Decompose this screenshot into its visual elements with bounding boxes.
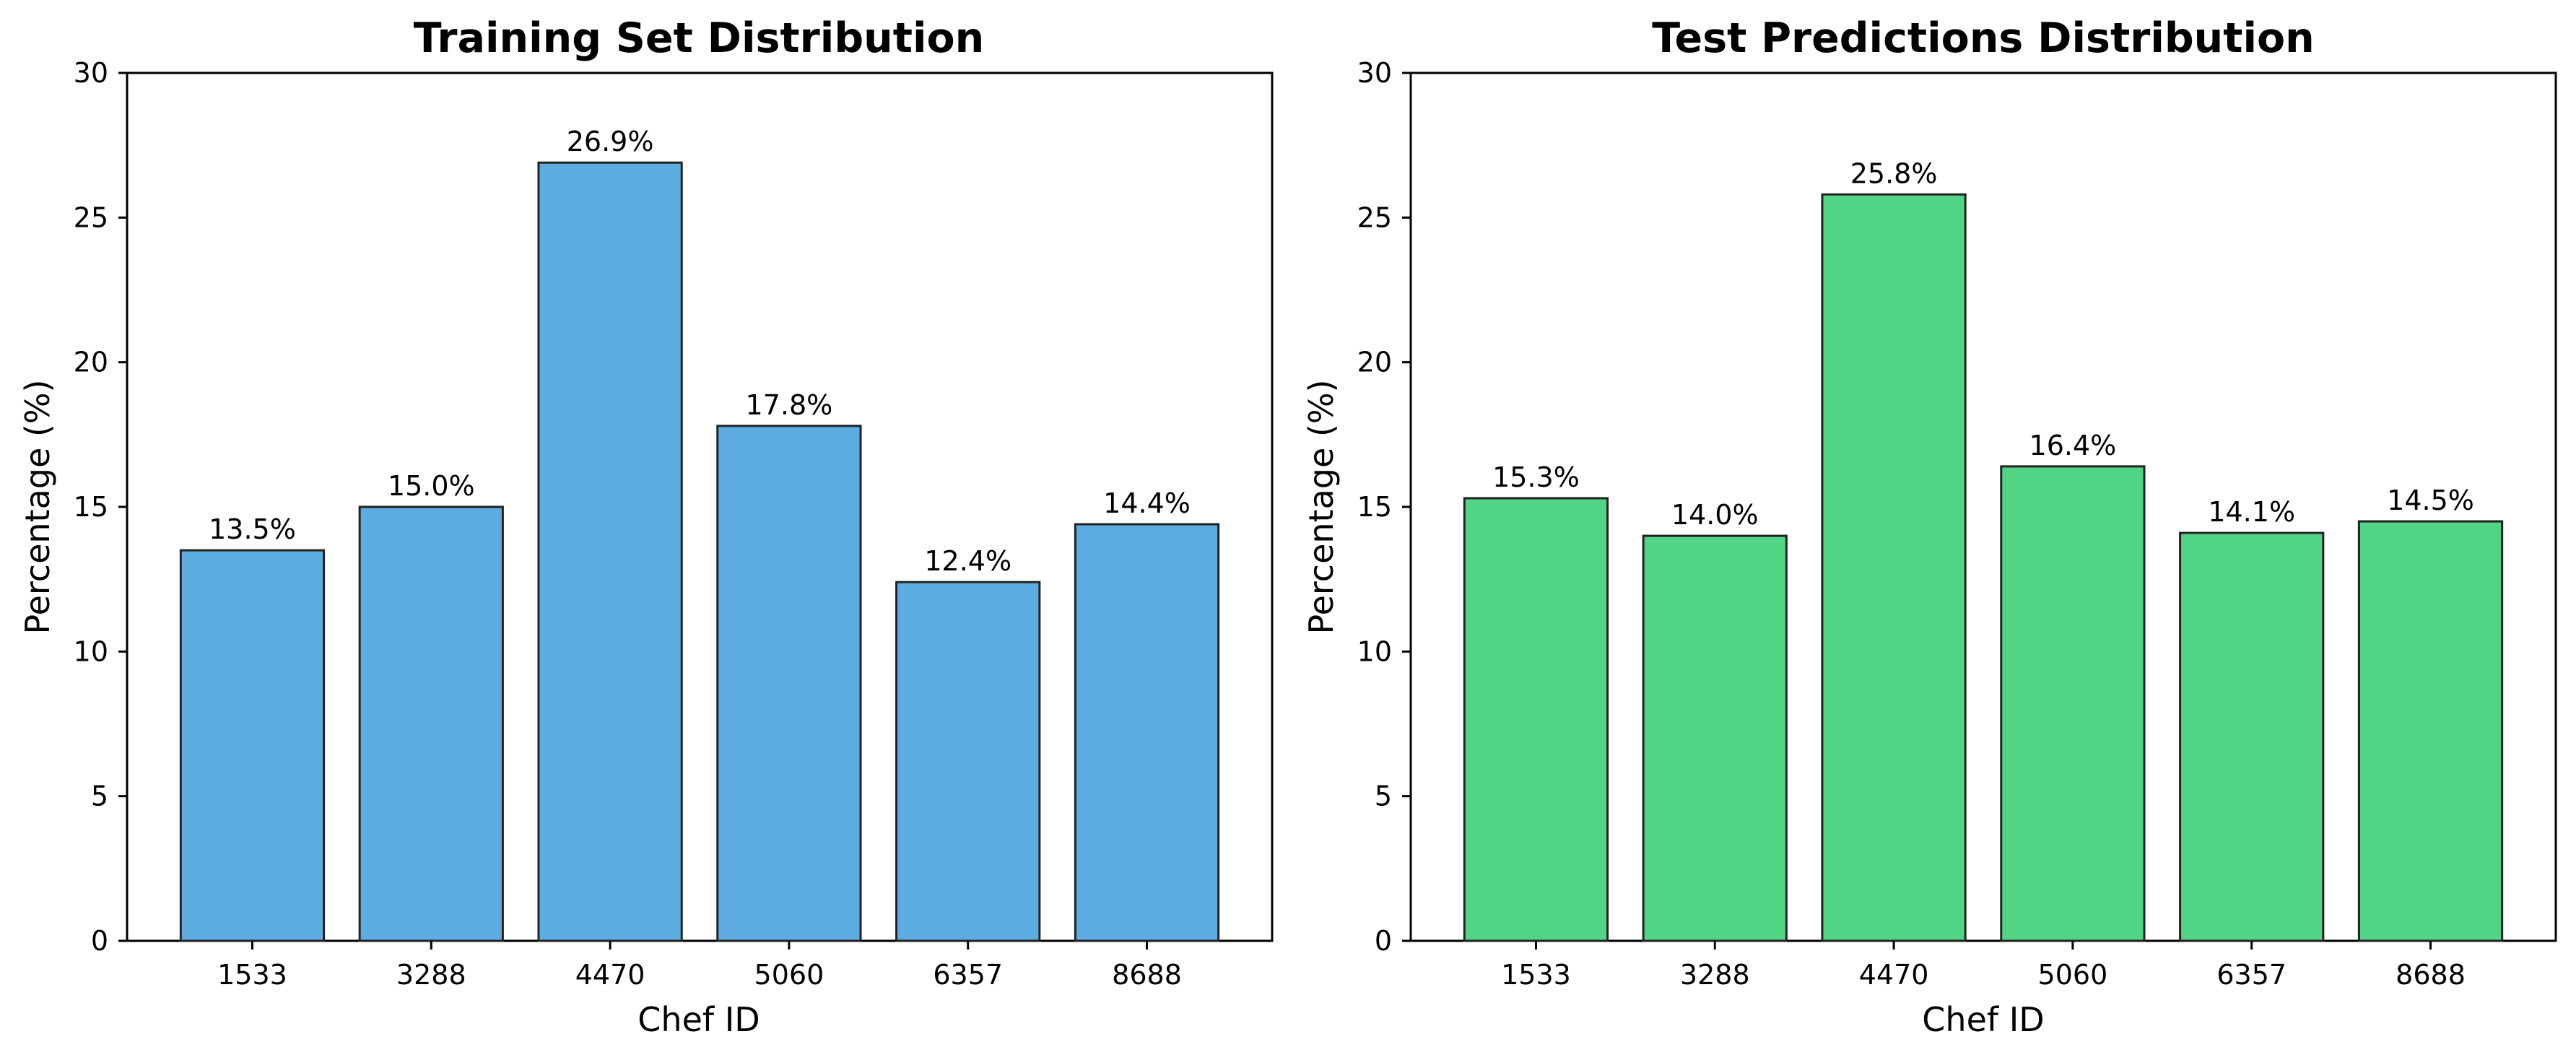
- x-tick-label: 1533: [1501, 959, 1571, 991]
- bar-label-group: 15.3% 14.0% 25.8% 16.4% 14.1% 14.5%: [1492, 157, 2474, 531]
- bar-5060: [716, 425, 862, 942]
- y-tick-label: 25: [1357, 201, 1392, 233]
- bar-value-label: 12.4%: [924, 545, 1011, 577]
- bar-1533: [179, 549, 326, 942]
- chart-test-predictions: Test Predictions Distribution 15.3% 14.0%…: [1302, 14, 2557, 1039]
- x-tick-label: 4470: [575, 959, 645, 991]
- bar-value-label: 26.9%: [567, 126, 654, 157]
- bar-value-label: 14.5%: [2387, 485, 2474, 516]
- y-tick-label: 20: [1357, 347, 1392, 378]
- bar-1533: [1463, 497, 1609, 942]
- y-tick-label: 30: [1357, 57, 1392, 89]
- y-axis-ticks: 0 5 10 15 20 25 30: [74, 57, 127, 957]
- x-tick-label: 1533: [217, 959, 287, 991]
- bar-group: [1463, 193, 2504, 942]
- y-tick-label: 0: [91, 925, 108, 957]
- bar-5060: [2000, 465, 2146, 942]
- bar-8688: [2357, 520, 2504, 942]
- chart-training-set: Training Set Distribution 13.5% 15.0% 26.9…: [18, 14, 1274, 1039]
- y-tick-label: 30: [74, 57, 108, 89]
- bar-value-label: 13.5%: [209, 513, 296, 545]
- x-tick-label: 8688: [1112, 959, 1182, 991]
- bar-6357: [895, 581, 1041, 942]
- y-axis-ticks: 0 5 10 15 20 25 30: [1357, 57, 1411, 957]
- bar-4470: [537, 161, 683, 942]
- y-tick-label: 0: [1375, 925, 1392, 957]
- x-tick-label: 6357: [933, 959, 1003, 991]
- bar-8688: [1074, 523, 1220, 942]
- y-tick-label: 10: [1357, 635, 1392, 667]
- x-tick-label: 3288: [396, 959, 466, 991]
- x-axis-ticks: 1533 3288 4470 5060 6357 8688: [217, 941, 1182, 991]
- y-tick-label: 25: [74, 201, 108, 233]
- bar-3288: [358, 505, 504, 942]
- x-axis-ticks: 1533 3288 4470 5060 6357 8688: [1501, 941, 2466, 991]
- bar-value-label: 15.0%: [388, 470, 475, 502]
- y-tick-label: 5: [91, 781, 108, 812]
- chart-title: Test Predictions Distribution: [1652, 14, 2315, 62]
- y-axis-label: Percentage (%): [1302, 380, 1341, 635]
- bar-3288: [1642, 534, 1788, 942]
- bar-value-label: 25.8%: [1850, 157, 1938, 189]
- y-axis-label: Percentage (%): [18, 380, 57, 635]
- x-tick-label: 3288: [1680, 959, 1750, 991]
- x-tick-label: 5060: [754, 959, 824, 991]
- chart-title: Training Set Distribution: [414, 14, 984, 62]
- bar-value-label: 14.1%: [2208, 496, 2295, 528]
- bar-6357: [2179, 531, 2325, 942]
- bar-value-label: 14.0%: [1671, 499, 1759, 531]
- y-tick-label: 15: [74, 491, 108, 523]
- y-tick-label: 10: [74, 635, 108, 667]
- y-tick-label: 5: [1375, 781, 1392, 812]
- x-tick-label: 6357: [2216, 959, 2286, 991]
- bar-value-label: 15.3%: [1492, 461, 1580, 493]
- bar-group: [179, 161, 1220, 942]
- x-tick-label: 8688: [2396, 959, 2466, 991]
- x-axis-label: Chef ID: [1922, 1000, 2044, 1039]
- y-tick-label: 15: [1357, 491, 1392, 523]
- bar-value-label: 17.8%: [746, 389, 833, 421]
- x-tick-label: 4470: [1859, 959, 1929, 991]
- bar-4470: [1821, 193, 1967, 942]
- bar-value-label: 16.4%: [2029, 430, 2117, 461]
- x-tick-label: 5060: [2038, 959, 2108, 991]
- x-axis-label: Chef ID: [638, 1000, 760, 1039]
- bar-value-label: 14.4%: [1103, 487, 1191, 519]
- y-tick-label: 20: [74, 347, 108, 378]
- bar-label-group: 13.5% 15.0% 26.9% 17.8% 12.4% 14.4%: [209, 126, 1191, 577]
